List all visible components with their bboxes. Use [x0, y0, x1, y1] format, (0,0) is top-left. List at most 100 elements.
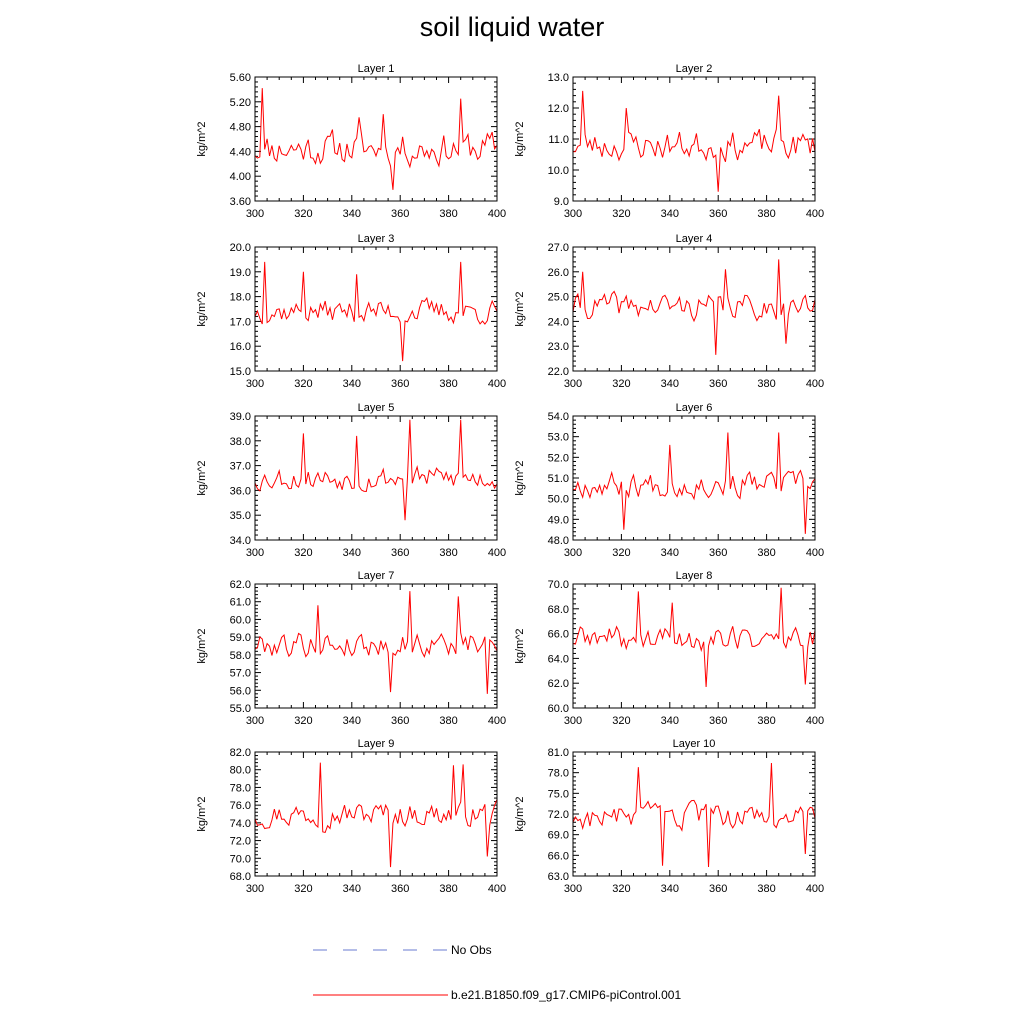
- x-tick-label: 340: [661, 715, 679, 727]
- x-tick-label: 320: [612, 547, 630, 559]
- y-tick-label: 62.0: [548, 678, 569, 690]
- x-tick-label: 360: [709, 378, 727, 390]
- panel-2: Layer 2 kg/m^2 300 320 340 360 380 400 9.0 10.0 11…: [514, 63, 824, 220]
- y-tick-label: 5.20: [230, 97, 251, 109]
- plot-frame: [254, 583, 498, 709]
- x-tick-label: 360: [709, 715, 727, 727]
- x-tick-label: 380: [757, 378, 775, 390]
- panel-title: Layer 3: [358, 233, 395, 245]
- x-tick-label: 320: [612, 715, 630, 727]
- x-tick-label: 320: [612, 378, 630, 390]
- panel-6: Layer 6 kg/m^2 300 320 340 360 380 400 48.0 49.0 5…: [514, 402, 824, 559]
- figure-title: soil liquid water: [419, 12, 605, 42]
- y-tick-label: 78.0: [548, 768, 569, 780]
- y-axis-label: kg/m^2: [514, 796, 526, 831]
- y-tick-label: 39.0: [230, 411, 251, 423]
- panel-title: Layer 7: [358, 570, 395, 582]
- y-tick-label: 66.0: [548, 629, 569, 641]
- x-tick-label: 300: [246, 715, 264, 727]
- y-tick-label: 37.0: [230, 461, 251, 473]
- x-tick-label: 300: [246, 883, 264, 895]
- x-tick-label: 320: [294, 715, 312, 727]
- x-tick-label: 360: [391, 547, 409, 559]
- x-tick-label: 320: [294, 883, 312, 895]
- series-line: [254, 591, 498, 694]
- panel-5: Layer 5 kg/m^2 300 320 340 360 380 400 34.0 35.0 3…: [196, 402, 506, 559]
- series-line: [254, 261, 498, 362]
- x-tick-label: 340: [343, 208, 361, 220]
- x-tick-label: 400: [806, 208, 824, 220]
- series-line: [572, 90, 816, 192]
- y-tick-label: 12.0: [548, 103, 569, 115]
- y-tick-label: 18.0: [230, 292, 251, 304]
- y-axis-label: kg/m^2: [514, 291, 526, 326]
- x-tick-label: 340: [343, 715, 361, 727]
- x-tick-label: 360: [709, 547, 727, 559]
- y-tick-label: 50.0: [548, 494, 569, 506]
- plot-frame: [572, 415, 816, 541]
- y-tick-label: 70.0: [548, 579, 569, 591]
- y-tick-label: 61.0: [230, 597, 251, 609]
- y-tick-label: 10.0: [548, 165, 569, 177]
- panel-8: Layer 8 kg/m^2 300 320 340 360 380 400 60.0 62.0 6…: [514, 570, 824, 727]
- y-tick-label: 75.0: [548, 788, 569, 800]
- y-tick-label: 55.0: [230, 703, 251, 715]
- y-tick-label: 49.0: [548, 514, 569, 526]
- x-tick-label: 320: [294, 378, 312, 390]
- panel-7: Layer 7 kg/m^2 300 320 340 360 380 400 55.0 56.0 5…: [196, 570, 506, 727]
- x-tick-label: 340: [343, 378, 361, 390]
- y-tick-label: 3.60: [230, 196, 251, 208]
- y-tick-label: 53.0: [548, 432, 569, 444]
- x-tick-label: 380: [439, 715, 457, 727]
- x-tick-label: 400: [806, 715, 824, 727]
- x-tick-label: 340: [661, 547, 679, 559]
- y-tick-label: 56.0: [230, 685, 251, 697]
- y-tick-label: 68.0: [230, 871, 251, 883]
- series-line: [254, 88, 498, 190]
- y-tick-label: 26.0: [548, 267, 569, 279]
- plot-frame: [254, 751, 498, 877]
- y-tick-label: 48.0: [548, 535, 569, 547]
- x-tick-label: 320: [612, 208, 630, 220]
- y-tick-label: 54.0: [548, 411, 569, 423]
- x-tick-label: 380: [757, 547, 775, 559]
- plot-frame: [572, 583, 816, 709]
- panel-title: Layer 2: [676, 63, 713, 75]
- x-tick-label: 360: [391, 208, 409, 220]
- plot-frame: [254, 415, 498, 541]
- plot-frame: [254, 76, 498, 202]
- x-tick-label: 300: [246, 547, 264, 559]
- x-tick-label: 300: [564, 208, 582, 220]
- y-tick-label: 82.0: [230, 747, 251, 759]
- x-tick-label: 380: [439, 208, 457, 220]
- y-tick-label: 81.0: [548, 747, 569, 759]
- x-tick-label: 320: [612, 883, 630, 895]
- y-tick-label: 20.0: [230, 242, 251, 254]
- x-tick-label: 340: [661, 208, 679, 220]
- y-tick-label: 19.0: [230, 267, 251, 279]
- x-tick-label: 360: [709, 883, 727, 895]
- y-tick-label: 4.00: [230, 171, 251, 183]
- y-tick-label: 68.0: [548, 604, 569, 616]
- x-tick-label: 400: [806, 547, 824, 559]
- y-tick-label: 66.0: [548, 850, 569, 862]
- y-tick-label: 38.0: [230, 436, 251, 448]
- panel-title: Layer 10: [673, 738, 716, 750]
- y-tick-label: 59.0: [230, 632, 251, 644]
- x-tick-label: 300: [564, 883, 582, 895]
- x-tick-label: 380: [757, 715, 775, 727]
- y-tick-label: 64.0: [548, 653, 569, 665]
- y-tick-label: 27.0: [548, 242, 569, 254]
- y-axis-label: kg/m^2: [196, 460, 208, 495]
- panel-3: Layer 3 kg/m^2 300 320 340 360 380 400 15.0 16.0 1…: [196, 233, 506, 390]
- y-tick-label: 52.0: [548, 452, 569, 464]
- panel-title: Layer 6: [676, 402, 713, 414]
- y-tick-label: 78.0: [230, 782, 251, 794]
- y-tick-label: 9.0: [554, 196, 569, 208]
- y-tick-label: 69.0: [548, 830, 569, 842]
- y-tick-label: 24.0: [548, 316, 569, 328]
- x-tick-label: 380: [757, 208, 775, 220]
- y-axis-label: kg/m^2: [514, 121, 526, 156]
- panel-10: Layer 10 kg/m^2 300 320 340 360 380 400 63.0 66.0…: [514, 738, 824, 895]
